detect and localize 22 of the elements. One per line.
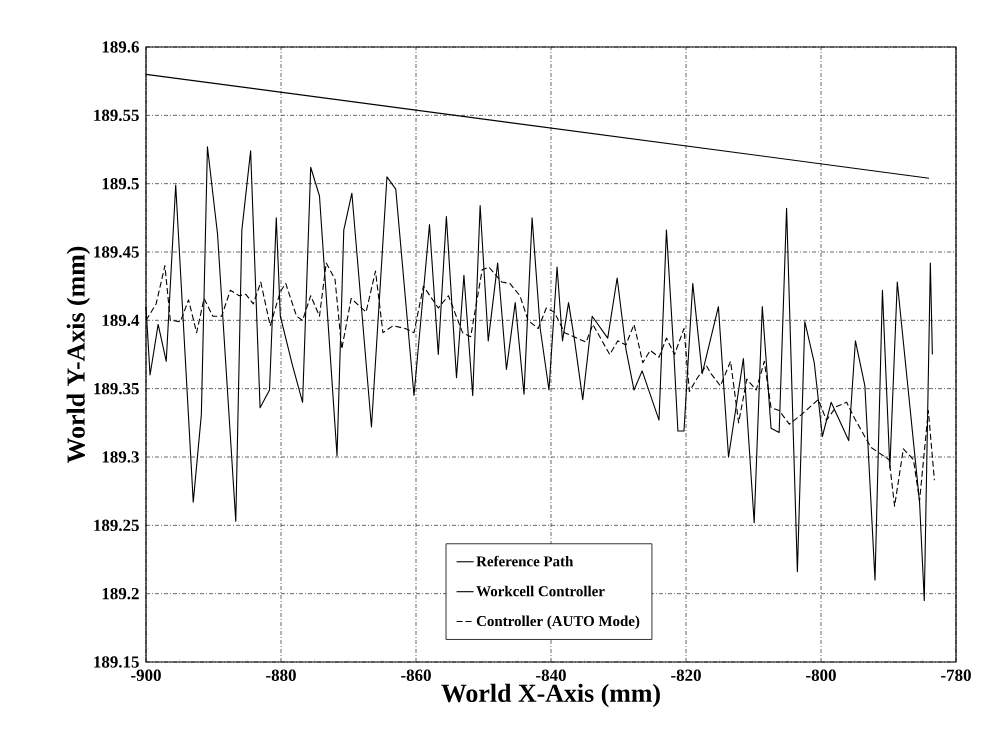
x-axis-title: World X-Axis (mm)	[441, 683, 660, 708]
legend-label: Workcell Controller	[476, 585, 605, 597]
y-axis-title: World Y-Axis (mm)	[66, 246, 91, 464]
x-tick-label: -820	[671, 669, 701, 681]
x-tick-label: -860	[401, 669, 431, 681]
y-tick-label: 189.25	[94, 519, 139, 532]
y-tick-label: 189.35	[94, 382, 139, 395]
x-tick-label: -780	[941, 669, 971, 681]
y-tick-label: 189.45	[94, 246, 139, 258]
y-tick-label: 189.15	[94, 656, 139, 668]
x-tick-label: -840	[536, 669, 566, 681]
legend-label: Controller (AUTO Mode)	[476, 615, 640, 630]
x-tick-label: -800	[806, 669, 836, 681]
y-tick-label: 189.5	[102, 177, 139, 190]
x-tick-label: -900	[131, 669, 161, 681]
legend-label: Reference Path	[476, 555, 574, 567]
x-tick-label: -880	[266, 669, 296, 681]
y-tick-label: 189.4	[102, 314, 140, 327]
y-tick-label: 189.55	[94, 109, 139, 122]
y-tick-label: 189.2	[102, 587, 139, 600]
y-tick-label: 189.3	[102, 451, 139, 463]
y-tick-label: 189.6	[102, 41, 139, 53]
